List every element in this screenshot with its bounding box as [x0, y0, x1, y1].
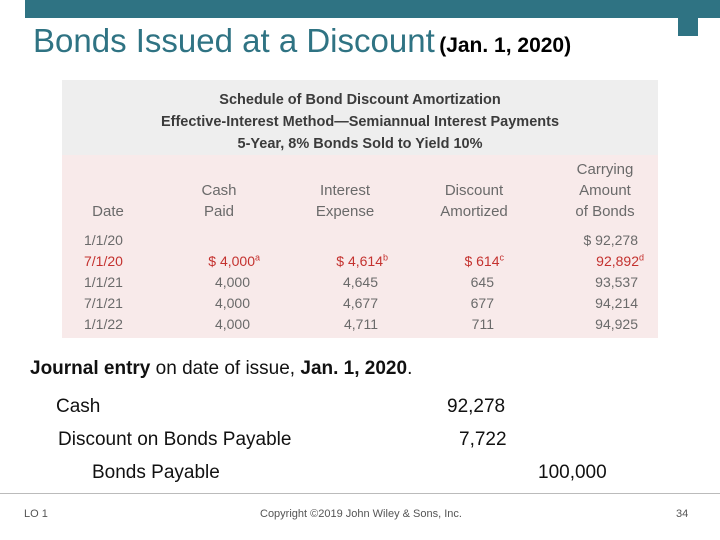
footnote-marker: a — [254, 252, 260, 263]
footer-copyright: Copyright ©2019 John Wiley & Sons, Inc. — [260, 508, 462, 520]
cell-carrying: 92,892d — [568, 251, 644, 272]
cell-interest: 4,645 — [342, 274, 378, 290]
cell-interest-value: $ 4,614 — [336, 253, 383, 269]
footer-page-number: 34 — [676, 508, 689, 520]
schedule-heading: Schedule of Bond Discount Amortization E… — [62, 80, 658, 155]
footer-lo: LO 1 — [24, 508, 48, 520]
col-head-line: Amount — [579, 182, 631, 199]
slide-title: Bonds Issued at a Discount (Jan. 1, 2020… — [33, 22, 571, 60]
cell-discount: 711 — [471, 316, 494, 332]
cell-interest: $ 4,614b — [308, 251, 388, 272]
cell-carrying: 94,214 — [595, 295, 638, 311]
cell-interest: 4,677 — [342, 295, 378, 311]
cell-carrying-value: 92,892 — [596, 253, 639, 269]
journal-entry-period: . — [407, 358, 413, 379]
schedule-heading-line: Schedule of Bond Discount Amortization — [219, 92, 501, 108]
schedule-heading-line: Effective-Interest Method—Semiannual Int… — [160, 114, 560, 130]
col-head-line: Interest — [319, 182, 371, 199]
col-head-line: Paid — [203, 203, 235, 220]
journal-entry-date: Jan. 1, 2020 — [300, 358, 408, 379]
footnote-marker: d — [638, 252, 644, 263]
je-debit-discount: 7,722 — [459, 429, 507, 450]
je-account-cash: Cash — [56, 396, 101, 417]
cell-carrying: 93,537 — [595, 274, 638, 290]
corner-accent — [678, 0, 698, 36]
cell-carrying: $ 92,278 — [583, 232, 639, 248]
slide-title-date: (Jan. 1, 2020) — [439, 34, 572, 57]
footnote-marker: b — [382, 252, 388, 263]
col-head-discount: Discount Amortized — [428, 180, 520, 222]
col-head-line: Cash — [201, 182, 237, 199]
cell-discount: $ 614c — [438, 251, 504, 272]
col-head-line: Date — [92, 203, 124, 220]
je-debit-cash: 92,278 — [447, 396, 506, 417]
cell-date: 1/1/21 — [84, 274, 123, 290]
journal-entry-text: on date of issue, — [150, 358, 301, 379]
col-head-line: Carrying — [576, 161, 634, 178]
col-head-date: Date — [78, 201, 138, 222]
cell-interest: 4,711 — [344, 316, 378, 332]
col-head-line: Expense — [315, 203, 375, 220]
cell-carrying: 94,925 — [595, 316, 638, 332]
top-accent-bar — [25, 0, 720, 18]
journal-entry-intro: Journal entry on date of issue, Jan. 1, … — [30, 358, 412, 380]
col-head-cash: Cash Paid — [184, 180, 254, 222]
amortization-schedule: Schedule of Bond Discount Amortization E… — [62, 80, 658, 338]
footnote-marker: c — [499, 252, 505, 263]
cell-cash: 4,000 — [214, 295, 250, 311]
col-head-line: of Bonds — [575, 203, 635, 220]
je-credit-bonds-payable: 100,000 — [538, 462, 607, 483]
cell-cash: $ 4,000a — [180, 251, 260, 272]
col-head-carrying: Carrying Amount of Bonds — [562, 159, 648, 222]
slide-title-main: Bonds Issued at a Discount — [33, 22, 435, 59]
cell-date: 1/1/22 — [84, 316, 123, 332]
col-head-interest: Interest Expense — [302, 180, 388, 222]
cell-cash: 4,000 — [214, 316, 250, 332]
cell-cash: 4,000 — [214, 274, 250, 290]
cell-discount: 645 — [470, 274, 494, 290]
cell-discount: 677 — [470, 295, 494, 311]
schedule-heading-line: 5-Year, 8% Bonds Sold to Yield 10% — [237, 136, 483, 152]
col-head-line: Amortized — [440, 203, 508, 220]
je-account-discount: Discount on Bonds Payable — [58, 429, 292, 450]
je-account-bonds-payable: Bonds Payable — [92, 462, 220, 483]
cell-date: 7/1/20 — [84, 253, 123, 269]
cell-date: 7/1/21 — [84, 295, 123, 311]
cell-cash-value: $ 4,000 — [208, 253, 255, 269]
cell-date: 1/1/20 — [84, 232, 123, 248]
journal-entry-label: Journal entry — [30, 358, 151, 379]
cell-discount-value: $ 614 — [464, 253, 500, 269]
footer-rule — [0, 493, 720, 494]
col-head-line: Discount — [444, 182, 504, 199]
